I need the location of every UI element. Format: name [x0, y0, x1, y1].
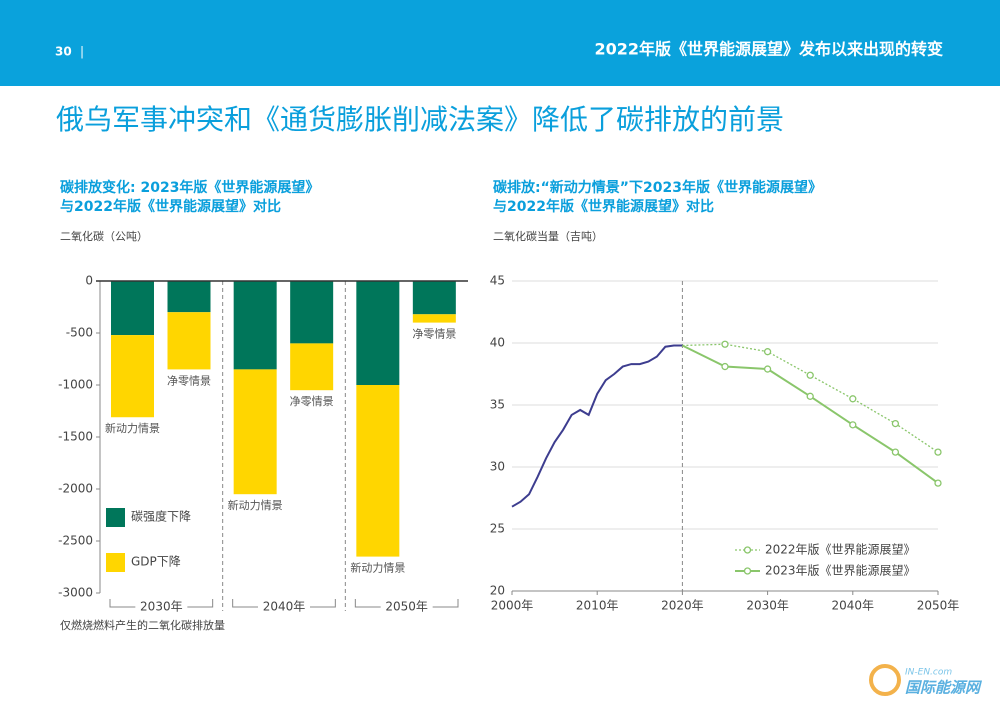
bar-segment: [167, 312, 211, 370]
legend-swatch: [106, 508, 125, 527]
bar-label: 新动力情景: [105, 421, 160, 435]
legend-label: 2022年版《世界能源展望》: [765, 543, 916, 557]
bar-segment: [167, 281, 211, 313]
y-tick-label: -1500: [58, 430, 93, 444]
x-tick-label: 2030年: [746, 599, 789, 613]
y-axis-label: 二氧化碳当量（吉吨）: [493, 229, 603, 243]
legend-label: 2023年版《世界能源展望》: [765, 564, 916, 578]
bar-segment: [290, 343, 334, 391]
separator: |: [80, 45, 84, 59]
y-tick-label: -2000: [58, 482, 93, 496]
point: [763, 348, 772, 356]
chart-title: 碳排放变化: 2023年版《世界能源展望》: [60, 179, 319, 196]
y-tick-label: 20: [490, 584, 505, 598]
page-number: 30: [55, 45, 72, 59]
y-tick-label: -3000: [58, 586, 93, 600]
bar-label: 净零情景: [412, 327, 456, 341]
legend-label: GDP下降: [131, 555, 181, 569]
legend-swatch: [106, 553, 125, 572]
group-label: 2040年: [263, 600, 306, 614]
y-tick-label: 35: [490, 398, 505, 412]
y-tick-label: 25: [490, 522, 505, 536]
point: [763, 365, 772, 373]
x-tick-label: 2000年: [491, 599, 534, 613]
y-tick-label: 30: [490, 460, 505, 474]
y-tick-label: 45: [490, 274, 505, 288]
group-label-bg: [380, 599, 433, 613]
bar-segment: [412, 281, 456, 315]
point: [721, 340, 729, 348]
chart-title: 与2022年版《世界能源展望》对比: [60, 198, 281, 215]
point: [806, 392, 814, 400]
headline: 俄乌军事冲突和《通货膨胀削减法案》降低了碳排放的前景: [56, 103, 784, 136]
bar-label: 新动力情景: [350, 561, 405, 575]
bar-label: 净零情景: [290, 394, 334, 408]
line: [681, 344, 939, 484]
group-label-bg: [258, 599, 310, 613]
bar-label: 新动力情景: [228, 498, 283, 512]
header-band: [0, 0, 1000, 86]
group-label-bg: [135, 599, 188, 613]
bar-segment: [233, 281, 277, 370]
chart-title: 与2022年版《世界能源展望》对比: [493, 198, 714, 215]
y-tick-label: -2500: [58, 534, 93, 548]
point: [806, 371, 814, 379]
y-tick-label: 0: [85, 274, 93, 288]
point: [721, 362, 729, 371]
header-title: 2022年版《世界能源展望》发布以来出现的转变: [594, 40, 943, 59]
point: [934, 448, 942, 456]
line: [511, 344, 683, 508]
watermark-logo: [869, 664, 901, 696]
bar-segment: [356, 281, 400, 385]
point: [849, 421, 857, 429]
bar-segment: [111, 281, 154, 336]
x-tick-label: 2020年: [661, 599, 704, 613]
legend-marker: [743, 567, 752, 575]
point: [891, 419, 900, 428]
point: [849, 395, 857, 403]
watermark-site: IN-EN.com: [905, 668, 952, 678]
bar-segment: [290, 281, 334, 344]
watermark-name: 国际能源网: [905, 679, 983, 697]
x-tick-label: 2010年: [576, 599, 619, 613]
footnote: 仅燃烧燃料产生的二氧化碳排放量: [60, 618, 225, 632]
legend-marker: [743, 546, 752, 554]
bar-segment: [356, 385, 400, 557]
legend-label: 碳强度下降: [131, 509, 191, 524]
y-axis-label: 二氧化碳（公吨）: [60, 229, 148, 243]
bar-segment: [233, 369, 277, 495]
x-tick-label: 2050年: [917, 599, 960, 613]
y-tick-label: 40: [490, 336, 505, 350]
bar-segment: [111, 335, 154, 418]
chart-title: 碳排放:“新动力情景”下2023年版《世界能源展望》: [493, 179, 822, 196]
group-label: 2030年: [140, 600, 183, 614]
bar-segment: [412, 314, 456, 323]
y-tick-label: -500: [66, 326, 93, 340]
x-tick-label: 2040年: [832, 599, 875, 613]
group-label: 2050年: [385, 600, 428, 614]
point: [934, 479, 942, 487]
y-tick-label: -1000: [58, 378, 93, 392]
point: [891, 448, 900, 456]
bar-label: 净零情景: [167, 373, 211, 387]
